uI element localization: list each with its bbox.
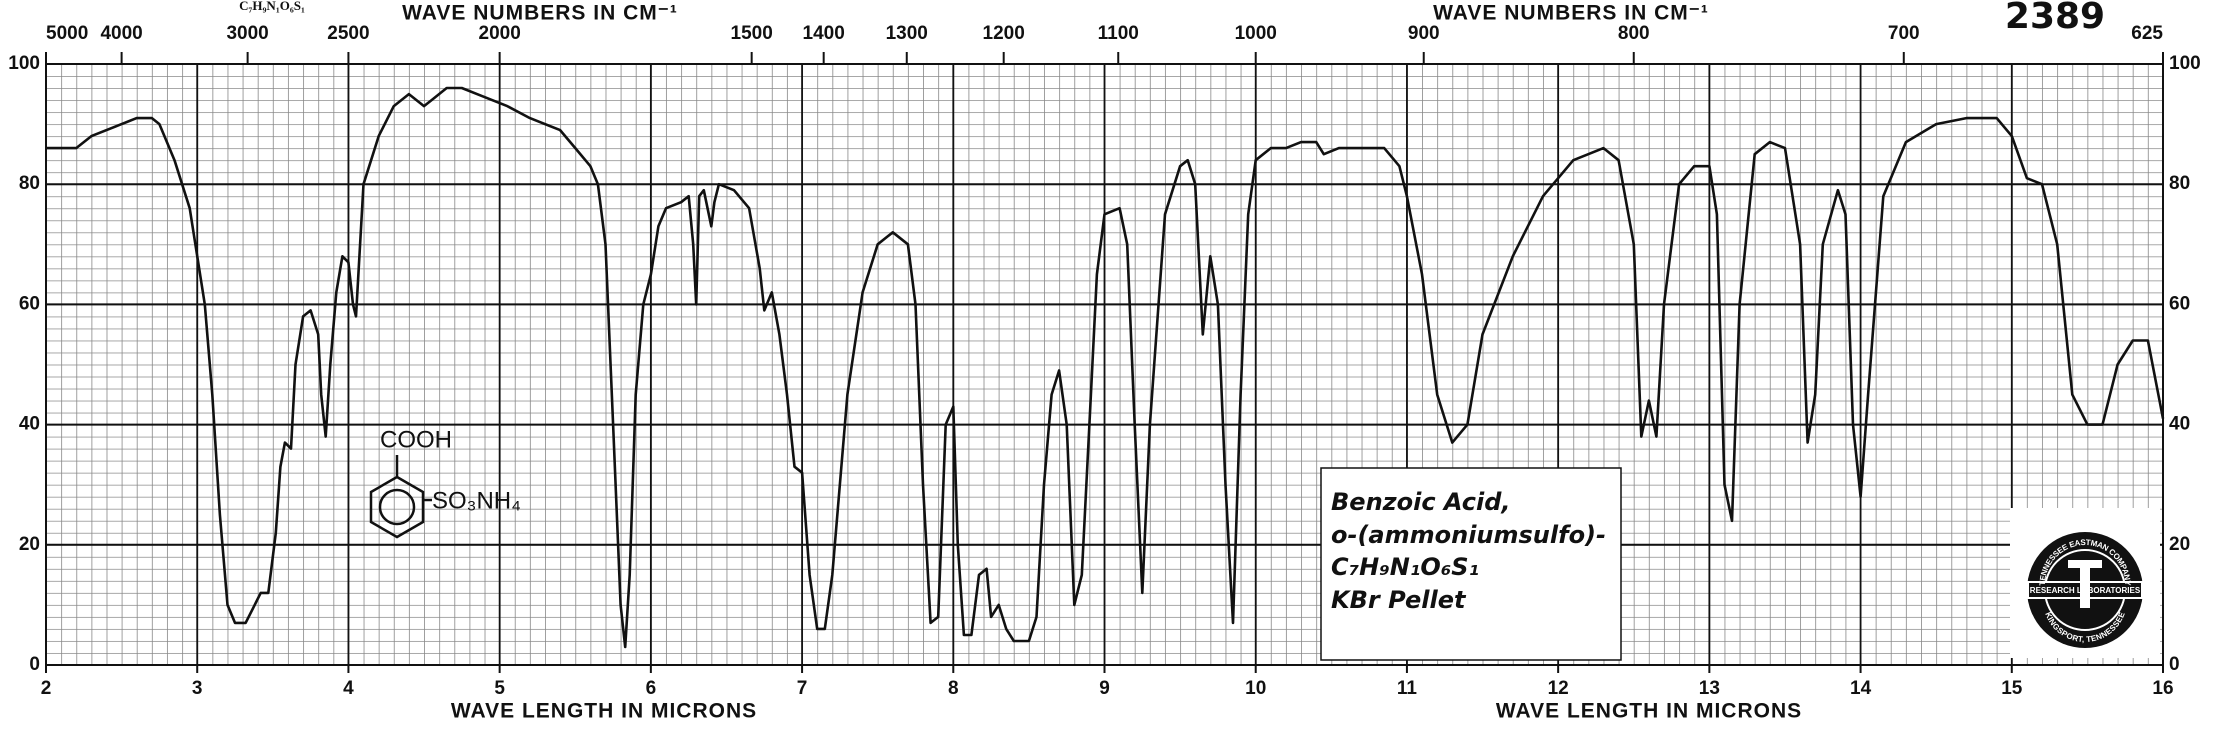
ring-circle (378, 488, 416, 526)
top-tick-label: 1200 (983, 23, 1025, 44)
x-tick-label: 2 (41, 678, 52, 699)
top-axis-label: WAVE NUMBERS IN CM⁻¹ (402, 2, 678, 25)
y-tick-label: 20 (19, 534, 40, 555)
x-tick-label: 6 (646, 678, 657, 699)
annotation-line: o-(ammoniumsulfo)- (1331, 521, 1606, 549)
top-tick-label: 625 (2131, 23, 2163, 44)
top-tick-label: 800 (1618, 23, 1650, 44)
top-tick-label: 900 (1408, 23, 1440, 44)
top-axis-label: WAVE NUMBERS IN CM⁻¹ (1433, 2, 1709, 25)
x-tick-label: 7 (797, 678, 808, 699)
x-tick-label: 15 (2001, 678, 2023, 699)
formula-header: C₇H₉N₁O₆S₁ (239, 0, 305, 13)
x-tick-label: 16 (2152, 678, 2173, 699)
y-tick-label: 40 (2169, 414, 2190, 435)
top-tick-label: 2000 (479, 23, 521, 44)
top-tick-label: 1400 (803, 23, 845, 44)
x-tick-label: 14 (1850, 678, 1872, 699)
y-tick-label: 0 (29, 654, 40, 675)
top-tick-label: 3000 (226, 23, 268, 44)
x-tick-label: 4 (343, 678, 354, 699)
x-tick-label: 11 (1397, 678, 1418, 699)
x-tick-label: 13 (1699, 678, 1720, 699)
annotation-box (1320, 467, 1622, 661)
x-tick-label: 5 (494, 678, 505, 699)
annotation-line: KBr Pellet (1331, 586, 1467, 614)
annotation-line: C₇H₉N₁O₆S₁ (1331, 553, 1479, 581)
y-tick-label: 20 (2169, 534, 2190, 555)
y-tick-label: 80 (2169, 173, 2190, 194)
top-tick-label: 5000 (46, 23, 88, 44)
x-tick-label: 12 (1548, 678, 1569, 699)
structure (369, 455, 432, 539)
y-tick-label: 60 (2169, 293, 2190, 314)
catalog-number: 2389 (2005, 0, 2105, 37)
y-tick-label: 100 (8, 53, 40, 74)
benzene-ring (369, 475, 425, 539)
y-tick-label: 40 (19, 414, 40, 435)
x-tick-label: 3 (192, 678, 203, 699)
top-tick-label: 700 (1888, 23, 1920, 44)
structure-group: COOH (380, 426, 452, 453)
top-tick-label: 2500 (327, 23, 369, 44)
structure-group: SO₃NH₄ (432, 487, 521, 514)
y-tick-label: 60 (19, 293, 40, 314)
y-tick-label: 80 (19, 173, 40, 194)
x-axis-label: WAVE LENGTH IN MICRONS (451, 700, 757, 723)
top-tick-label: 1300 (886, 23, 928, 44)
top-tick-label: 4000 (100, 23, 142, 44)
x-tick-label: 8 (948, 678, 959, 699)
x-axis-label: WAVE LENGTH IN MICRONS (1496, 700, 1802, 723)
y-tick-label: 100 (2169, 53, 2201, 74)
top-tick-label: 1500 (731, 23, 773, 44)
logo-text: RESEARCH LABORATORIES (2030, 586, 2141, 595)
x-tick-label: 10 (1245, 678, 1266, 699)
annotation-line: Benzoic Acid, (1331, 488, 1511, 516)
top-tick-label: 1100 (1098, 23, 1139, 44)
top-tick-label: 1000 (1235, 23, 1277, 44)
y-tick-label: 0 (2169, 654, 2180, 675)
spectrum-line (46, 86, 2165, 649)
logo-mark (2068, 560, 2102, 608)
x-tick-label: 9 (1099, 678, 1110, 699)
